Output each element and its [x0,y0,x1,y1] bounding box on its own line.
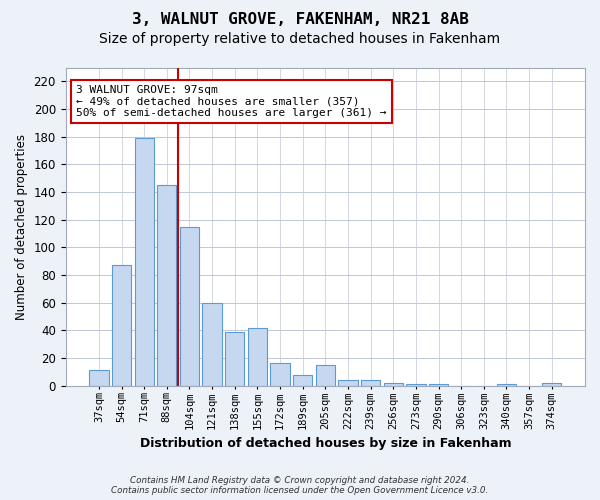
Bar [383,383,403,386]
Bar [134,138,154,386]
Bar [293,374,313,386]
Bar [338,380,358,386]
Text: 3, WALNUT GROVE, FAKENHAM, NR21 8AB: 3, WALNUT GROVE, FAKENHAM, NR21 8AB [131,12,469,28]
Bar [316,365,335,386]
Bar [157,185,176,386]
Bar [248,328,267,386]
X-axis label: Distribution of detached houses by size in Fakenham: Distribution of detached houses by size … [140,437,511,450]
Bar [497,384,516,386]
Text: Contains HM Land Registry data © Crown copyright and database right 2024.
Contai: Contains HM Land Registry data © Crown c… [112,476,488,495]
Text: 3 WALNUT GROVE: 97sqm
← 49% of detached houses are smaller (357)
50% of semi-det: 3 WALNUT GROVE: 97sqm ← 49% of detached … [76,85,386,118]
Text: Size of property relative to detached houses in Fakenham: Size of property relative to detached ho… [100,32,500,46]
Bar [89,370,109,386]
Bar [225,332,244,386]
Bar [406,384,425,386]
Bar [542,383,562,386]
Bar [429,384,448,386]
Bar [271,364,290,386]
Bar [180,226,199,386]
Bar [202,302,222,386]
Bar [361,380,380,386]
Y-axis label: Number of detached properties: Number of detached properties [15,134,28,320]
Bar [112,266,131,386]
